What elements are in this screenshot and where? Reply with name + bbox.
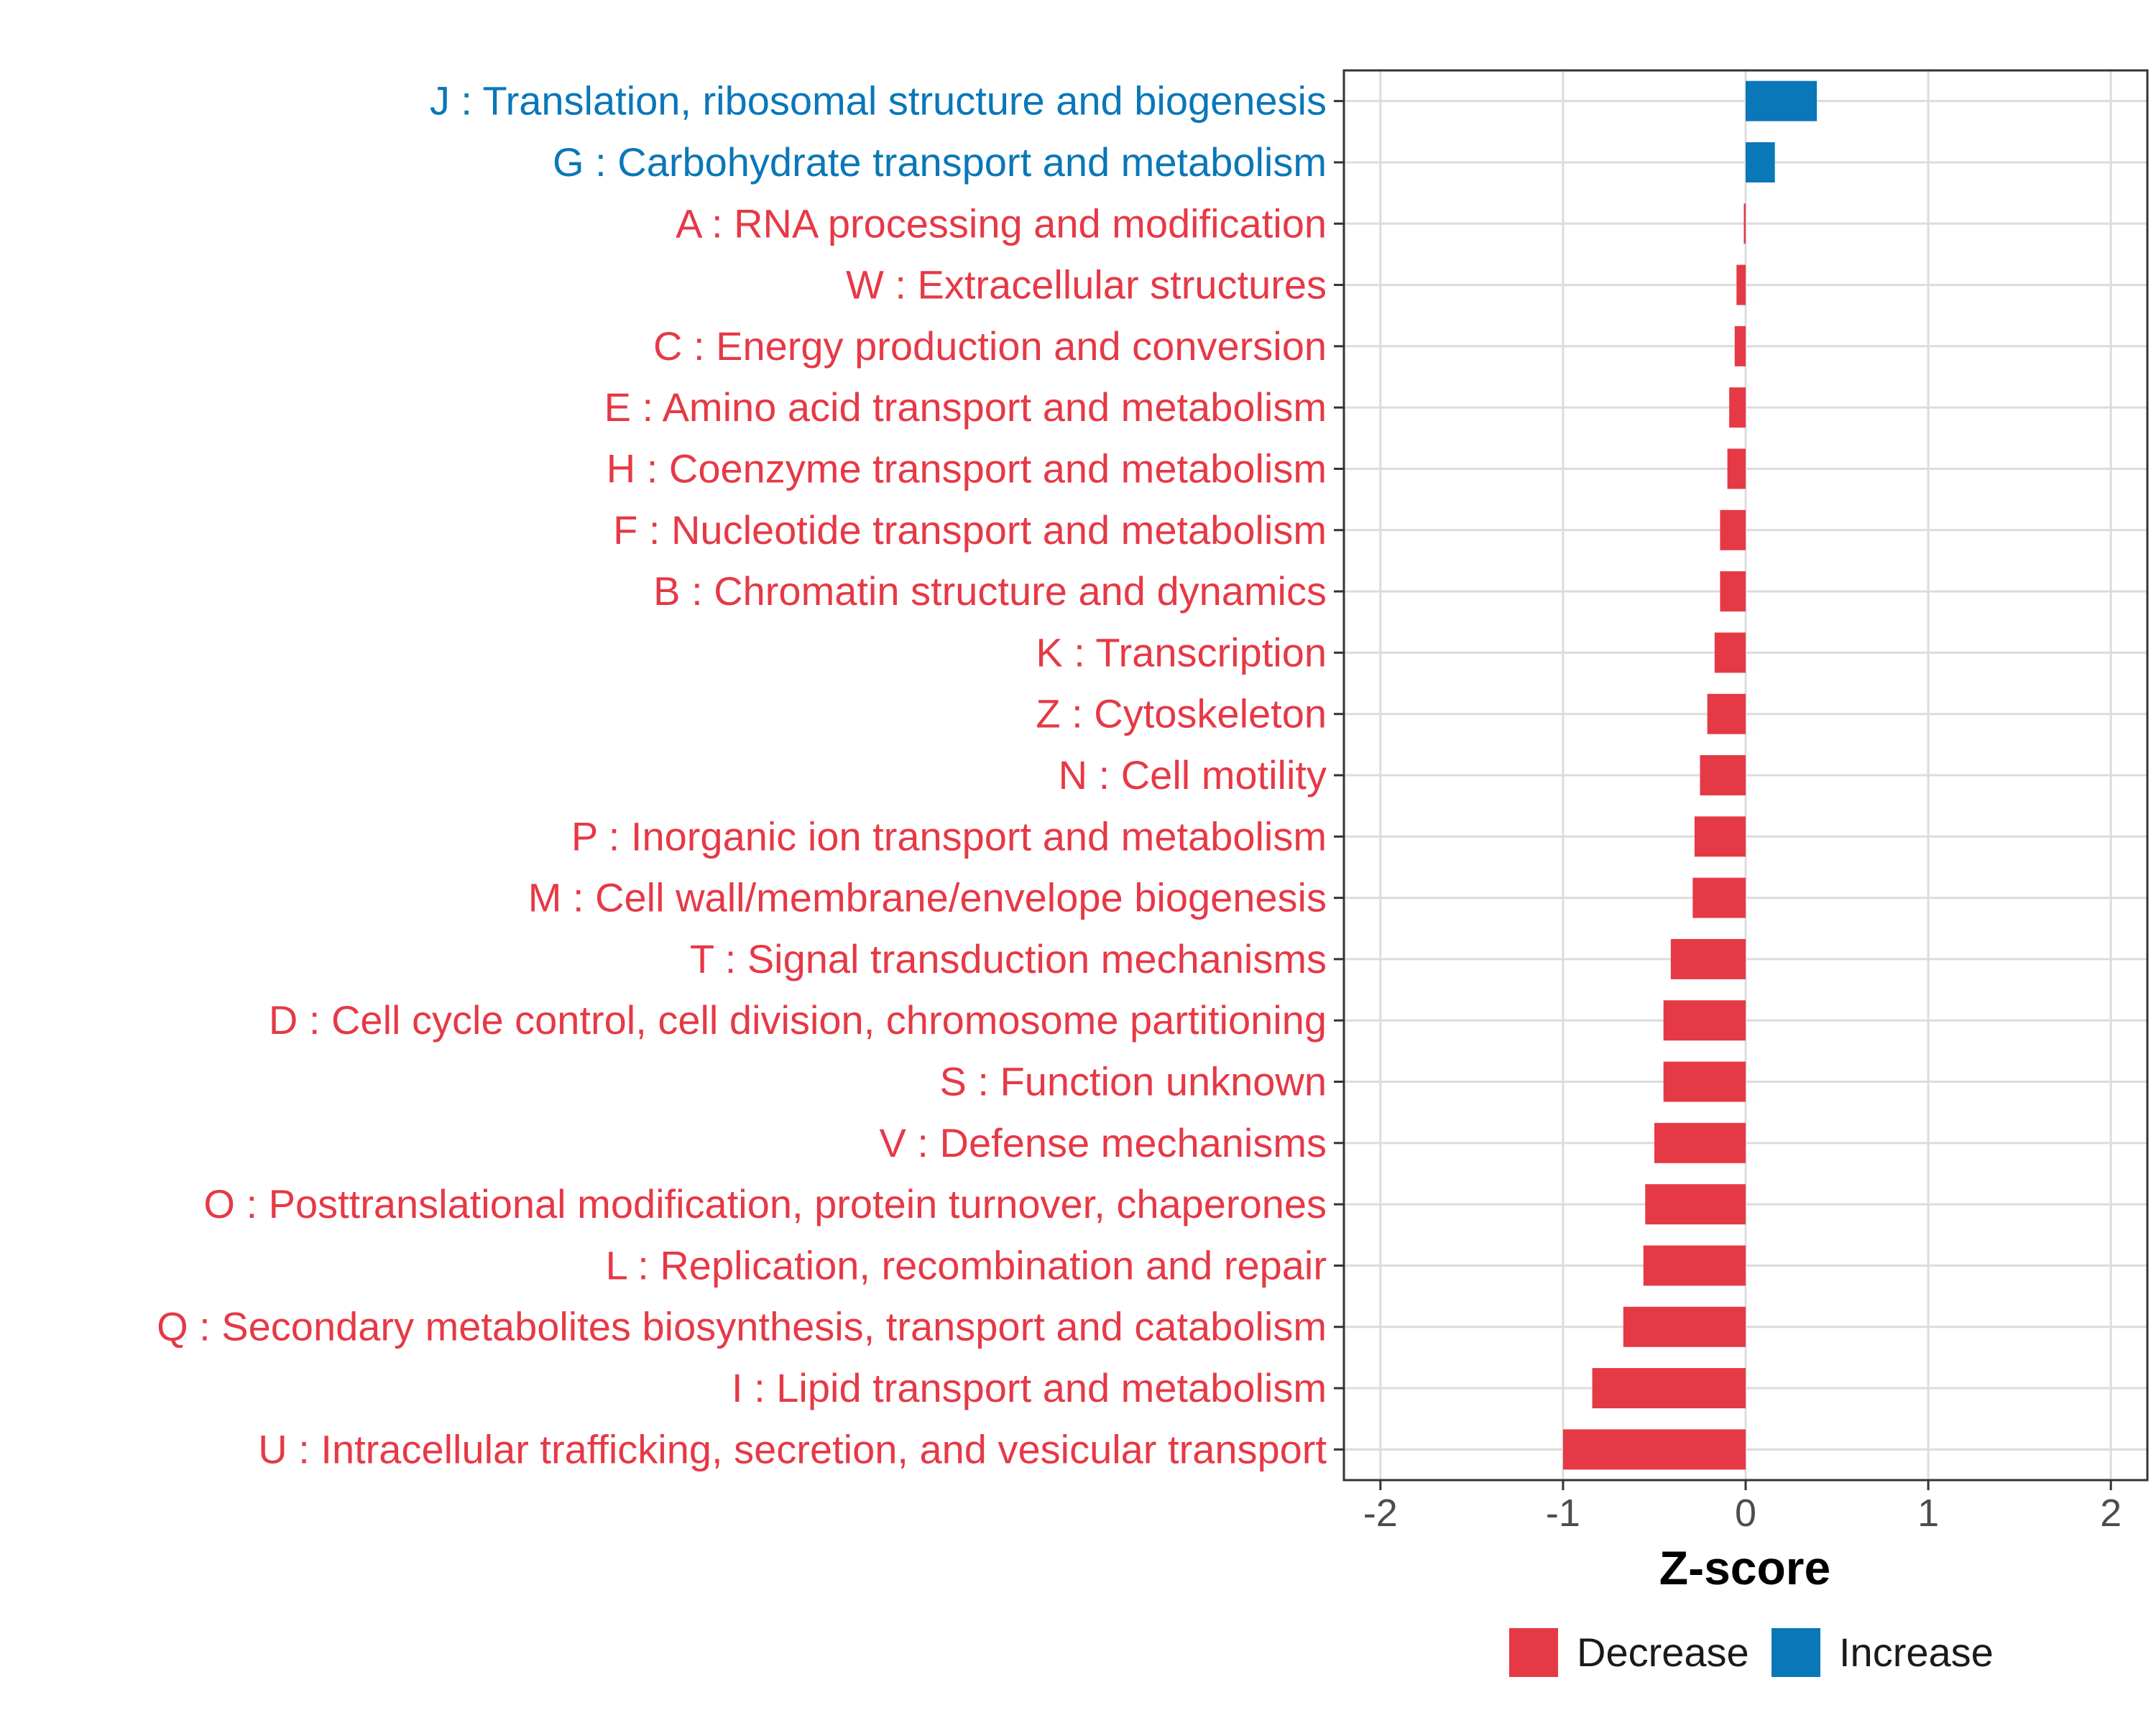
category-label: L : Replication, recombination and repai… bbox=[606, 1242, 1327, 1288]
bar-g bbox=[1746, 142, 1775, 182]
category-label: O : Posttranslational modification, prot… bbox=[203, 1181, 1327, 1226]
category-label: Q : Secondary metabolites biosynthesis, … bbox=[157, 1304, 1327, 1349]
category-label: S : Function unknown bbox=[939, 1059, 1327, 1104]
category-label: B : Chromatin structure and dynamics bbox=[653, 568, 1327, 614]
category-label: J : Translation, ribosomal structure and… bbox=[430, 78, 1327, 124]
bar-p bbox=[1694, 816, 1746, 857]
bar-o bbox=[1645, 1184, 1746, 1225]
category-label: G : Carbohydrate transport and metabolis… bbox=[553, 139, 1327, 185]
category-label: E : Amino acid transport and metabolism bbox=[604, 384, 1327, 430]
x-tick-label: 0 bbox=[1735, 1492, 1756, 1535]
bar-d bbox=[1663, 1000, 1746, 1041]
bar-h bbox=[1727, 448, 1746, 489]
x-axis-title: Z-score bbox=[1659, 1541, 1830, 1594]
category-label: C : Energy production and conversion bbox=[653, 323, 1327, 369]
category-label: U : Intracellular trafficking, secretion… bbox=[258, 1426, 1327, 1471]
legend-label-decrease: Decrease bbox=[1577, 1630, 1749, 1675]
bar-k bbox=[1714, 632, 1746, 673]
category-label: P : Inorganic ion transport and metaboli… bbox=[571, 813, 1327, 859]
category-label: V : Defense mechanisms bbox=[880, 1120, 1327, 1165]
category-label: W : Extracellular structures bbox=[846, 262, 1327, 308]
legend-swatch-decrease bbox=[1509, 1628, 1558, 1677]
bar-m bbox=[1692, 877, 1746, 918]
bar-e bbox=[1729, 387, 1746, 428]
category-label: T : Signal transduction mechanisms bbox=[690, 936, 1327, 981]
x-tick-label: 2 bbox=[2100, 1492, 2122, 1535]
bar-w bbox=[1736, 264, 1746, 305]
bar-c bbox=[1734, 325, 1746, 366]
category-label: K : Transcription bbox=[1036, 629, 1327, 675]
category-label: F : Nucleotide transport and metabolism bbox=[613, 507, 1327, 553]
bar-j bbox=[1746, 80, 1818, 121]
x-tick-label: -2 bbox=[1363, 1492, 1398, 1535]
legend-label-increase: Increase bbox=[1839, 1630, 1994, 1675]
bar-a bbox=[1743, 203, 1746, 244]
category-label: I : Lipid transport and metabolism bbox=[732, 1365, 1327, 1410]
bar-u bbox=[1562, 1429, 1746, 1470]
bar-v bbox=[1654, 1122, 1746, 1163]
category-label: H : Coenzyme transport and metabolism bbox=[607, 445, 1327, 491]
bar-s bbox=[1663, 1061, 1746, 1102]
bar-q bbox=[1623, 1306, 1746, 1347]
legend-swatch-increase bbox=[1772, 1628, 1820, 1677]
bar-n bbox=[1700, 755, 1746, 795]
bar-l bbox=[1643, 1245, 1746, 1286]
x-tick-label: 1 bbox=[1917, 1492, 1939, 1535]
x-tick-label: -1 bbox=[1546, 1492, 1580, 1535]
bar-z bbox=[1707, 693, 1746, 734]
bar-f bbox=[1720, 509, 1746, 550]
bar-i bbox=[1592, 1368, 1746, 1409]
bar-t bbox=[1670, 938, 1746, 979]
category-label: Z : Cytoskeleton bbox=[1036, 691, 1327, 736]
category-label: N : Cell motility bbox=[1059, 752, 1327, 798]
category-label: D : Cell cycle control, cell division, c… bbox=[269, 997, 1327, 1043]
bar-b bbox=[1720, 571, 1746, 612]
category-label: M : Cell wall/membrane/envelope biogenes… bbox=[528, 875, 1327, 920]
category-label: A : RNA processing and modification bbox=[676, 200, 1327, 246]
